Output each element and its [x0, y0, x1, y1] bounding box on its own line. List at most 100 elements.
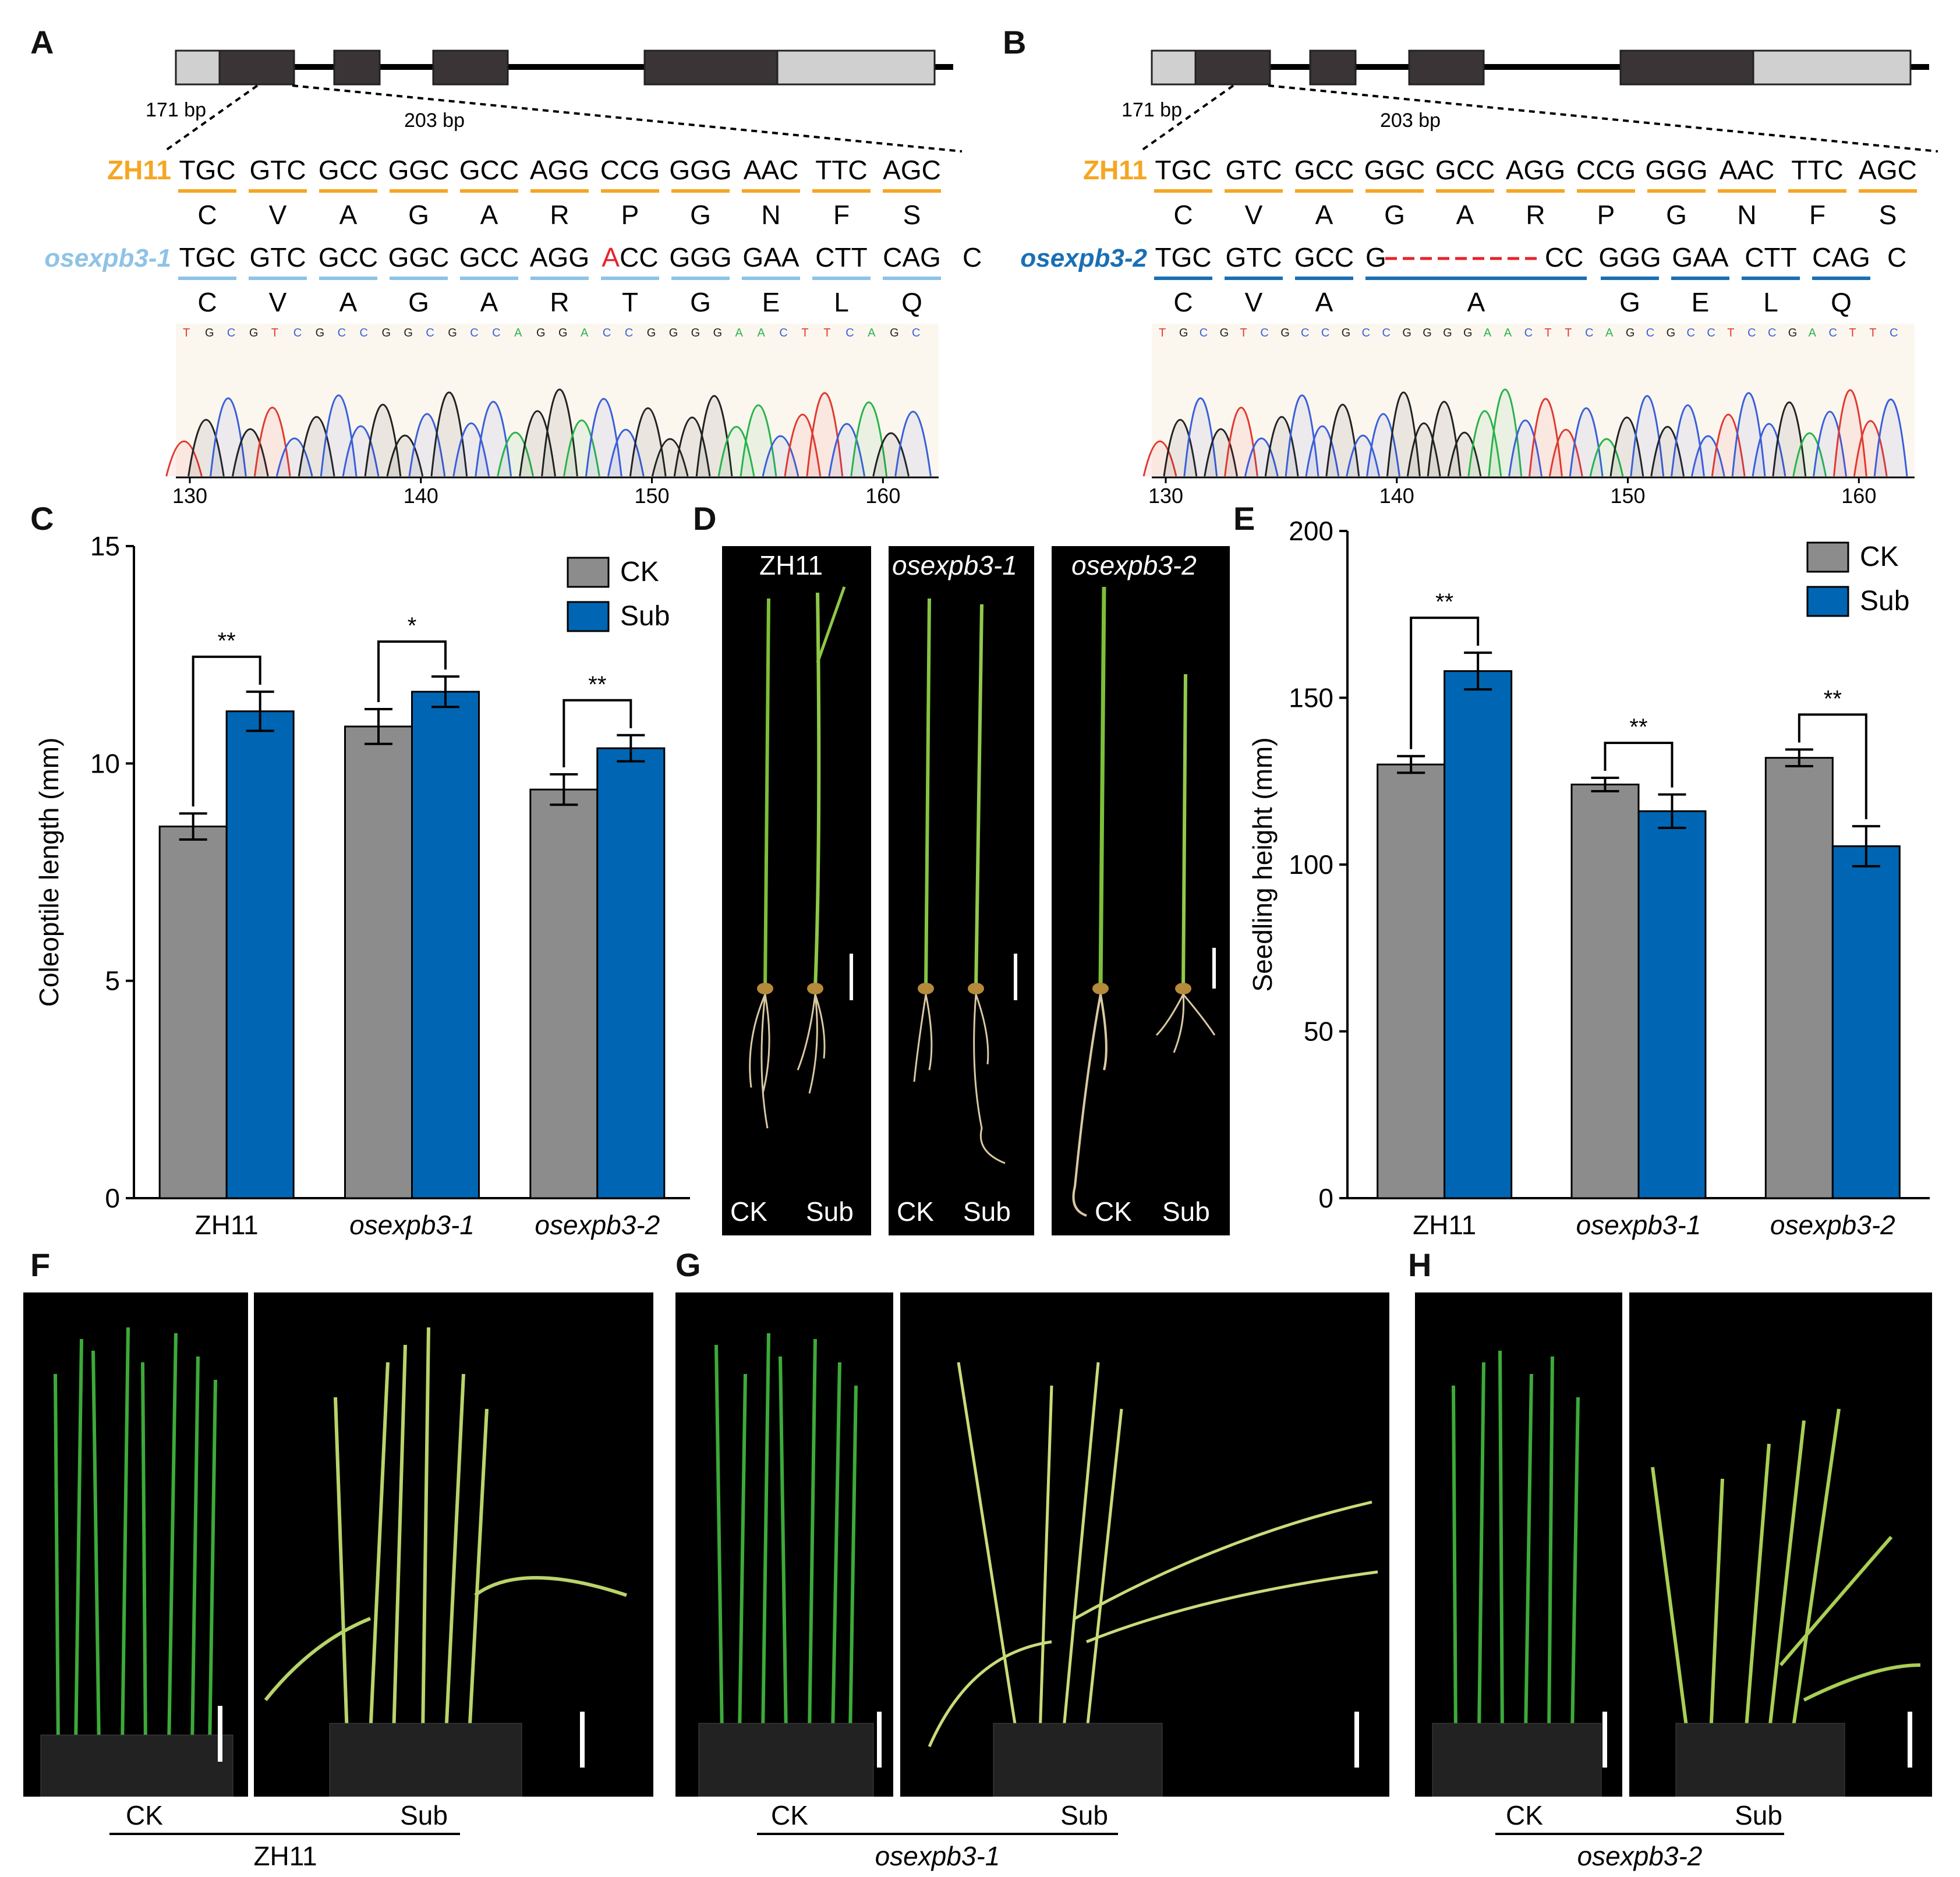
sub-label: Sub	[1162, 1196, 1210, 1227]
trace-peak	[1264, 416, 1299, 477]
zoom-line-left	[163, 84, 259, 153]
y-axis-label: Seedling height (mm)	[1247, 737, 1278, 991]
panel-letter-e: E	[1233, 500, 1255, 537]
trace-peak	[1589, 438, 1624, 477]
sub-caption: Sub	[1735, 1800, 1782, 1830]
axis-tick-label: 130	[1148, 484, 1183, 508]
mutant-codon: GCC	[459, 242, 519, 272]
trace-peak	[1752, 423, 1786, 477]
base-call: G	[1342, 327, 1351, 339]
significance-label: *	[408, 613, 417, 639]
trace-peak	[1813, 410, 1847, 477]
trace-peak	[1548, 428, 1583, 477]
mutant-codon: GCC	[1294, 242, 1354, 272]
exon-4	[643, 49, 779, 86]
exon-2	[333, 49, 381, 86]
bar-ck	[529, 788, 599, 1199]
base-call: A	[757, 327, 765, 339]
wt-codon: GCC	[1435, 155, 1495, 185]
base-call: A	[1605, 327, 1614, 339]
trace-peak	[187, 419, 225, 477]
base-call: A	[581, 327, 589, 339]
wt-codon: TGC	[1155, 155, 1211, 185]
utr-3	[1752, 49, 1912, 86]
trace-peak	[1305, 425, 1340, 477]
bar-sub	[225, 710, 295, 1199]
wt-amino-acid: F	[833, 200, 850, 230]
seedling-photo-osexpb3-2: osexpb3-2 CK Sub	[1052, 546, 1230, 1235]
mutant-amino-acid: Q	[901, 287, 922, 317]
wt-amino-acid: A	[1456, 200, 1474, 230]
plant-illustration	[928, 1362, 1378, 1797]
plant-illustration	[40, 1327, 233, 1797]
gene-model-a: 171 bp 203 bp	[146, 49, 963, 153]
base-call: T	[1727, 327, 1734, 339]
trace-peak	[231, 428, 269, 477]
base-call: C	[1321, 327, 1329, 339]
base-call: C	[1301, 327, 1309, 339]
significance-bracket	[562, 699, 632, 767]
mutant-amino-acid: R	[550, 287, 569, 317]
panel-letter-g: G	[675, 1246, 701, 1283]
mutant-codon: CTT	[1745, 242, 1796, 272]
wt-codon: AAC	[744, 155, 799, 185]
y-tick-label: 150	[1289, 683, 1333, 713]
base-call: A	[514, 327, 522, 339]
base-call: G	[1788, 327, 1798, 339]
mutant-amino-acid: E	[762, 287, 780, 317]
mutant-amino-acid: G	[408, 287, 429, 317]
mutant-amino-acid: G	[690, 287, 711, 317]
wt-amino-acid: G	[690, 200, 711, 230]
bar-ck	[1764, 757, 1834, 1199]
trace-peak	[1508, 419, 1542, 477]
trace-peak	[1366, 413, 1400, 477]
mutant-amino-acid: E	[1692, 287, 1710, 317]
wt-amino-acid: G	[408, 200, 429, 230]
axis-tick-label: 160	[1841, 484, 1876, 508]
bar-ck	[158, 826, 228, 1199]
trace-peak	[1711, 413, 1746, 477]
axis-tick-label: 160	[865, 484, 900, 508]
base-call: C	[1260, 327, 1268, 339]
base-call: G	[1402, 327, 1411, 339]
y-tick-label: 0	[1318, 1183, 1333, 1213]
mutant-codon: CAG	[1812, 242, 1870, 272]
mutant-amino-acid: L	[1763, 287, 1778, 317]
category-label: ZH11	[195, 1210, 259, 1240]
mutant-codon: TGC	[179, 242, 235, 272]
wt-amino-acid: R	[550, 200, 569, 230]
exon-3	[432, 49, 509, 86]
significance-bracket	[192, 656, 261, 807]
sub-caption: Sub	[1060, 1800, 1108, 1830]
wt-codon: AGC	[883, 155, 941, 185]
plant-illustration	[1432, 1350, 1607, 1797]
mutant-codon: GCC	[319, 242, 378, 272]
wt-amino-acid: C	[197, 200, 217, 230]
ck-caption: CK	[126, 1800, 163, 1830]
base-call: G	[1423, 327, 1432, 339]
mutant-amino-acid: A	[1315, 287, 1333, 317]
y-tick-label: 10	[90, 748, 120, 778]
axis-tick-label: 140	[404, 484, 438, 508]
wt-amino-acid: R	[1526, 200, 1545, 230]
y-tick-label: 100	[1289, 849, 1333, 880]
bar-ck	[1377, 763, 1446, 1199]
photo-title: ZH11	[759, 550, 823, 580]
ck-label: CK	[730, 1196, 767, 1227]
wt-amino-acid: G	[1666, 200, 1687, 230]
base-call: C	[293, 327, 302, 339]
plant-illustration	[264, 1327, 627, 1797]
mutant-codon: GTC	[249, 242, 306, 272]
base-call: G	[1667, 327, 1676, 339]
trace-peak	[1244, 437, 1279, 477]
bp-label-right: 203 bp	[404, 109, 465, 132]
sub-label: Sub	[806, 1196, 854, 1227]
ck-caption: CK	[1506, 1800, 1543, 1830]
deletion-end: CC	[1545, 242, 1583, 272]
legend-label-sub: Sub	[620, 601, 670, 632]
plant-photo-f-ck	[23, 1292, 248, 1797]
base-call: C	[470, 327, 478, 339]
wt-codon: AGC	[1859, 155, 1917, 185]
base-call: G	[558, 327, 568, 339]
